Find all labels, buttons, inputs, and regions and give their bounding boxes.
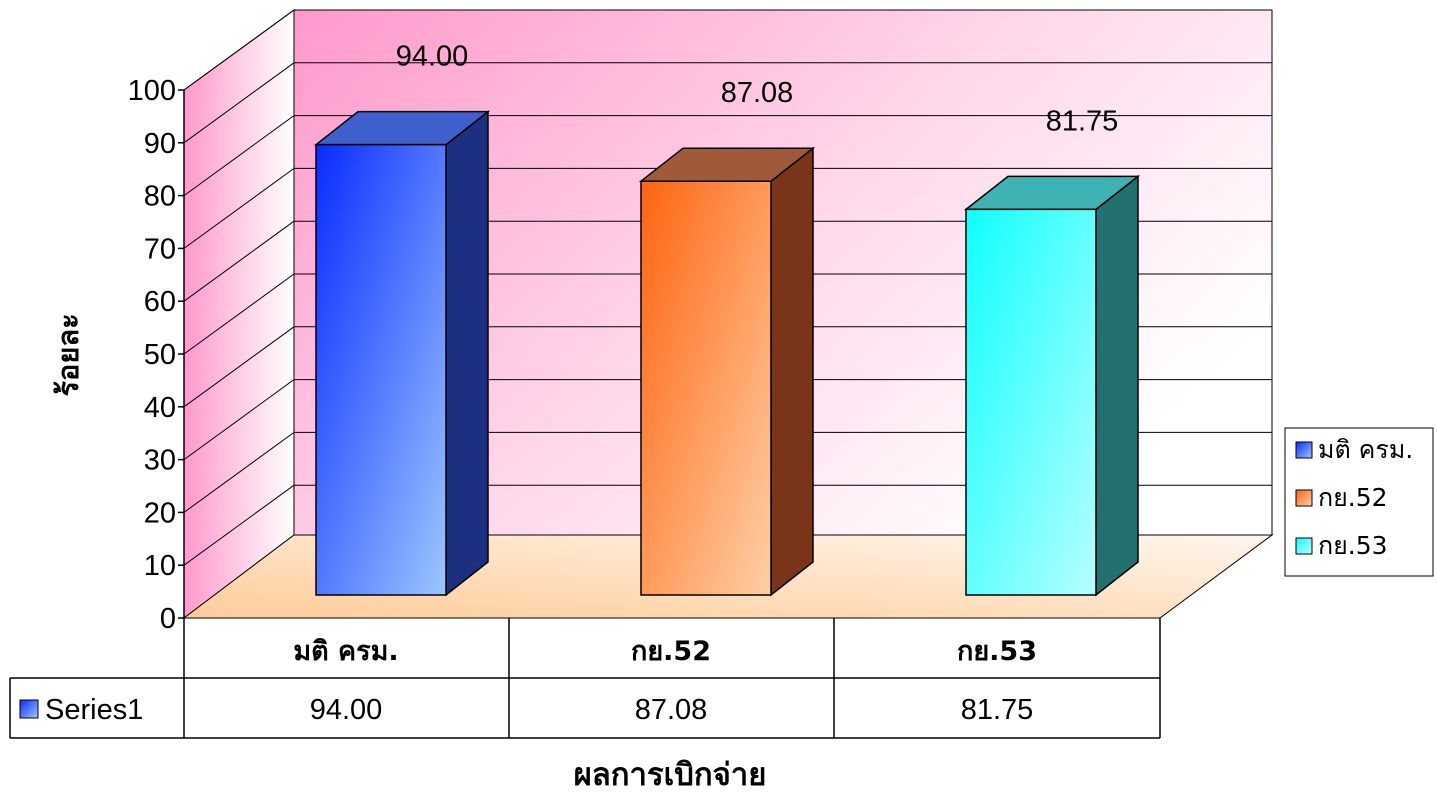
table-value: 94.00 xyxy=(310,694,383,726)
y-tick-label: 10 xyxy=(144,550,176,582)
gridline-diag xyxy=(183,273,295,355)
y-tick-label: 20 xyxy=(144,497,176,529)
y-tick-label: 80 xyxy=(144,181,176,213)
table-value: 87.08 xyxy=(635,694,708,726)
table-value: 81.75 xyxy=(961,694,1034,726)
bar-side xyxy=(770,146,814,597)
data-label: 87.08 xyxy=(721,77,794,109)
gridline-diag xyxy=(183,220,295,302)
y-tick-label: 60 xyxy=(144,286,176,318)
data-labels: 94.00 87.08 81.75 xyxy=(396,41,1119,138)
gridline-diag xyxy=(183,431,295,513)
category-label: มติ ครม. xyxy=(293,636,398,667)
gridline-diag xyxy=(183,115,295,197)
series-name: Series1 xyxy=(45,694,143,726)
bar-2 xyxy=(963,174,1141,597)
legend-entry: กย.53 xyxy=(1318,531,1388,560)
category-label: กย.53 xyxy=(957,636,1037,667)
legend-swatch xyxy=(1295,441,1313,459)
y-tick-label: 90 xyxy=(144,128,176,160)
bar-front xyxy=(965,208,1097,596)
y-axis-title: ร้อยละ xyxy=(51,313,85,396)
legend-entry: กย.52 xyxy=(1318,483,1388,512)
bar-1 xyxy=(638,146,816,597)
y-tick-label: 40 xyxy=(144,392,176,424)
category-label: กย.52 xyxy=(631,636,711,667)
y-tick-label: 100 xyxy=(128,75,176,107)
x-axis-title: ผลการเบิกจ่าย xyxy=(574,757,767,793)
bar-front xyxy=(640,180,772,596)
y-tick-label: 0 xyxy=(160,603,176,635)
gridline-diag xyxy=(183,62,295,144)
bar-side xyxy=(1095,174,1139,597)
bar-front xyxy=(315,143,447,596)
data-label: 81.75 xyxy=(1046,105,1119,137)
y-tick-label: 30 xyxy=(144,445,176,477)
gridline-diag xyxy=(183,9,295,91)
gridline-diag xyxy=(183,326,295,408)
gridline-diag xyxy=(183,379,295,461)
y-tick-label: 50 xyxy=(144,339,176,371)
y-axis-ticks: 0 10 20 30 40 50 60 70 80 90 100 xyxy=(128,75,185,635)
bar-0 xyxy=(313,110,491,597)
y-tick-label: 70 xyxy=(144,233,176,265)
legend: มติ ครม. กย.52 กย.53 xyxy=(1284,427,1434,577)
bars xyxy=(313,110,1141,597)
data-table: Series1 มติ ครม. 94.00 กย.52 87.08 กย.53 81.7… xyxy=(9,618,1161,739)
gridline-diag xyxy=(183,167,295,249)
legend-entry: มติ ครม. xyxy=(1318,435,1413,464)
legend-swatch xyxy=(1295,537,1313,555)
legend-swatch xyxy=(1295,489,1313,507)
bar-side xyxy=(445,110,489,597)
gridline-diag xyxy=(183,484,295,566)
series-key-swatch xyxy=(19,699,39,719)
data-label: 94.00 xyxy=(396,41,469,73)
